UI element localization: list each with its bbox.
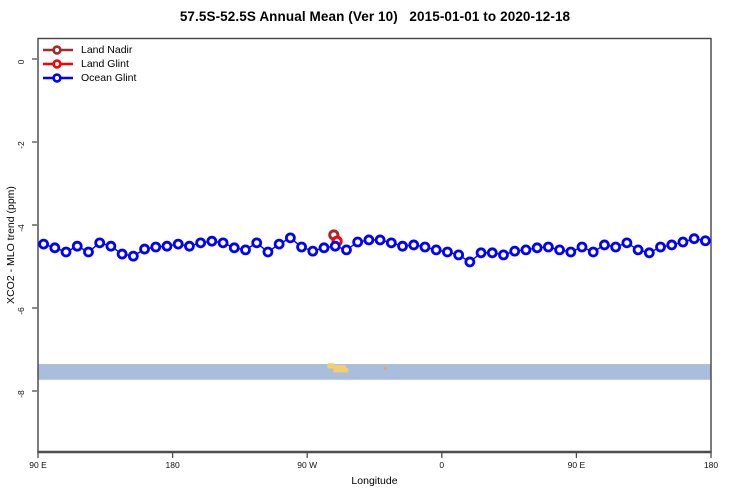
map-strip-ocean xyxy=(38,364,711,380)
ocean-glint-point xyxy=(83,246,94,258)
ocean-glint-point xyxy=(430,244,442,256)
map-strip-land-patch xyxy=(343,368,349,373)
ocean-glint-point xyxy=(531,242,543,254)
y-axis-title: XCO2 - MLO trend (ppm) xyxy=(5,186,17,304)
ocean-glint-point xyxy=(509,245,521,257)
ocean-glint-point xyxy=(116,248,128,260)
ocean-glint-point xyxy=(329,240,341,252)
ocean-glint-point xyxy=(408,239,420,251)
ocean-glint-point xyxy=(621,237,633,249)
y-tick-label: -6 xyxy=(16,307,26,315)
ocean-glint-point xyxy=(307,245,319,257)
ocean-glint-point xyxy=(643,247,655,259)
ocean-glint-point xyxy=(139,243,150,255)
ocean-glint-point xyxy=(195,237,207,249)
ocean-glint-point xyxy=(352,236,364,248)
ocean-glint-point xyxy=(217,237,229,249)
ocean-glint-point xyxy=(251,237,263,249)
ocean-glint-point xyxy=(464,256,476,268)
ocean-glint-point xyxy=(71,240,83,252)
legend-marker-icon xyxy=(43,45,73,55)
ocean-glint-point xyxy=(699,235,711,247)
ocean-glint-point xyxy=(554,244,565,256)
ocean-glint-point xyxy=(60,246,72,258)
ocean-glint-point xyxy=(172,238,184,250)
ocean-glint-point xyxy=(374,234,386,246)
ocean-glint-point xyxy=(206,235,218,247)
map-strip-land-patch xyxy=(384,366,387,371)
x-tick-label: 180 xyxy=(704,460,718,470)
ocean-glint-point xyxy=(150,241,162,253)
map-strip-land-patch xyxy=(333,365,347,373)
y-tick-label: -2 xyxy=(16,141,26,149)
ocean-glint-point xyxy=(318,242,330,254)
ocean-glint-point xyxy=(520,244,532,256)
ocean-glint-point xyxy=(94,237,106,249)
y-tick-label: -8 xyxy=(16,390,26,398)
ocean-glint-point xyxy=(610,241,622,253)
ocean-glint-point xyxy=(105,240,117,252)
ocean-glint-point xyxy=(442,246,453,258)
ocean-glint-point xyxy=(385,237,397,249)
legend: Land Nadir Land Glint Ocean Glint xyxy=(41,43,136,85)
ocean-glint-point xyxy=(341,244,352,256)
ocean-glint-point xyxy=(127,250,139,262)
ocean-glint-point xyxy=(498,249,509,261)
legend-marker-icon xyxy=(43,73,73,83)
ocean-glint-point xyxy=(677,236,689,248)
y-tick-label: 0 xyxy=(16,59,26,64)
ocean-glint-point xyxy=(161,240,173,252)
ocean-glint-point xyxy=(184,240,195,252)
ocean-glint-point xyxy=(688,233,700,245)
chart-title: 57.5S-52.5S Annual Mean (Ver 10) 2015-01… xyxy=(179,9,571,24)
legend-item-ocean-glint: Ocean Glint xyxy=(41,71,136,85)
ocean-glint-point xyxy=(475,247,487,259)
ocean-glint-point xyxy=(38,238,50,250)
map-strip-land-patch xyxy=(327,363,335,369)
ocean-glint-point xyxy=(632,244,644,256)
ocean-glint-point xyxy=(587,246,599,258)
ocean-glint-point xyxy=(363,234,375,246)
ocean-glint-point xyxy=(599,239,610,251)
ocean-glint-point xyxy=(486,247,498,259)
ocean-glint-point xyxy=(542,241,554,253)
ocean-glint-point xyxy=(228,242,240,254)
x-axis-title: Longitude xyxy=(351,475,398,487)
x-tick-label: 90 E xyxy=(29,460,47,470)
ocean-glint-point xyxy=(49,242,61,254)
x-tick-label: 180 xyxy=(166,460,180,470)
legend-item-land-nadir: Land Nadir xyxy=(41,43,136,57)
ocean-glint-point xyxy=(273,238,285,250)
ocean-glint-point xyxy=(655,241,666,253)
ocean-glint-point xyxy=(284,232,296,244)
legend-label: Land Nadir xyxy=(81,44,133,56)
x-tick-label: 0 xyxy=(439,460,444,470)
x-tick-label: 90 W xyxy=(297,460,317,470)
y-tick-label: -4 xyxy=(16,224,26,232)
ocean-glint-point xyxy=(240,244,251,256)
legend-label: Land Glint xyxy=(81,58,129,70)
ocean-glint-point xyxy=(666,239,678,251)
legend-item-land-glint: Land Glint xyxy=(41,57,136,71)
x-tick-label: 90 E xyxy=(568,460,586,470)
ocean-glint-point xyxy=(419,241,431,253)
ocean-glint-point xyxy=(262,246,274,258)
ocean-glint-point xyxy=(397,240,408,252)
ocean-glint-point xyxy=(453,249,465,261)
ocean-glint-point xyxy=(576,241,588,253)
legend-marker-icon xyxy=(43,59,73,69)
ocean-glint-point xyxy=(565,246,577,258)
legend-label: Ocean Glint xyxy=(81,72,137,84)
ocean-glint-point xyxy=(296,241,307,253)
